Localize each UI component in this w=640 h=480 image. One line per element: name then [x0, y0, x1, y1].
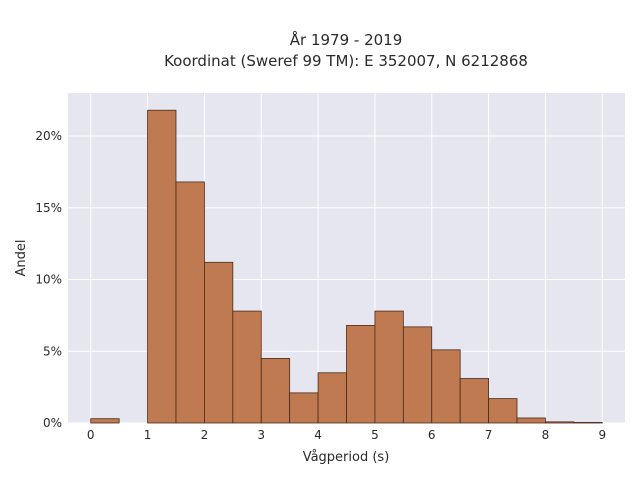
- x-tick-label: 4: [314, 428, 322, 442]
- x-tick-label: 6: [428, 428, 436, 442]
- chart-title-line-2: Koordinat (Sweref 99 TM): E 352007, N 62…: [164, 52, 528, 70]
- x-axis-label: Vågperiod (s): [303, 450, 390, 465]
- histogram-bar: [204, 261, 234, 424]
- histogram-bar: [232, 310, 262, 424]
- histogram-bar: [90, 418, 120, 424]
- y-tick-labels: 0% 5% 10% 15% 20%: [35, 129, 62, 430]
- histogram-bar: [317, 372, 347, 424]
- histogram-bar: [402, 326, 433, 424]
- histogram-bar: [374, 310, 404, 424]
- histogram-bar: [260, 358, 291, 424]
- y-tick-label: 0%: [43, 416, 62, 430]
- histogram-bar: [488, 398, 518, 424]
- bars: [90, 109, 603, 424]
- x-tick-labels: 0 1 2 3 4 5 6 7 8 9: [87, 428, 606, 442]
- histogram-bar: [147, 109, 177, 424]
- y-tick-label: 20%: [35, 129, 62, 143]
- histogram-bar: [175, 181, 205, 424]
- x-tick-label: 2: [201, 428, 209, 442]
- y-axis-label: Andel: [14, 240, 29, 277]
- x-tick-label: 7: [485, 428, 493, 442]
- x-tick-label: 8: [542, 428, 550, 442]
- histogram-bar: [346, 325, 376, 424]
- x-tick-label: 3: [257, 428, 265, 442]
- histogram-bar: [431, 349, 461, 424]
- histogram-bar: [573, 422, 603, 424]
- histogram-bar: [545, 421, 575, 424]
- y-tick-label: 15%: [35, 201, 62, 215]
- x-tick-label: 5: [371, 428, 379, 442]
- x-tick-label: 0: [87, 428, 95, 442]
- x-tick-label: 1: [144, 428, 152, 442]
- y-tick-label: 10%: [35, 273, 62, 287]
- chart-title-line-1: År 1979 - 2019: [290, 30, 403, 49]
- histogram-bar: [459, 378, 489, 424]
- y-tick-label: 5%: [43, 344, 62, 358]
- histogram-bar: [516, 417, 546, 424]
- histogram-bar: [289, 392, 319, 424]
- x-tick-label: 9: [598, 428, 606, 442]
